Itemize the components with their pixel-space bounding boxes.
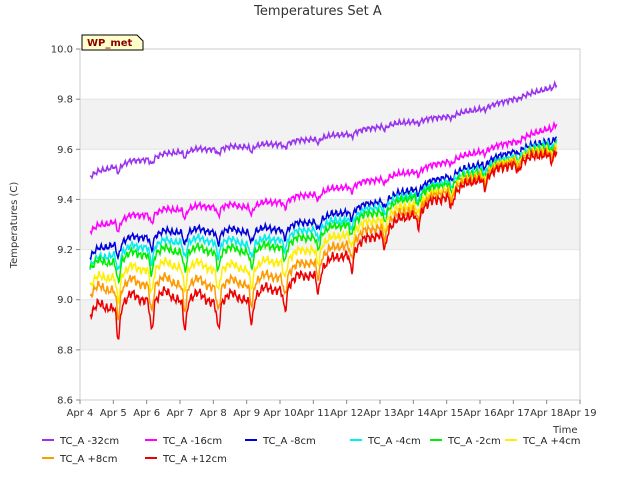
y-tick-label: 8.8 [57,345,73,356]
grid-band [80,99,580,150]
y-tick-label: 9.6 [57,145,73,156]
y-axis-label: Temperatures (C) [9,182,20,270]
x-tick-label: Apr 13 [363,408,396,419]
legend-label: TC_A -4cm [367,436,421,447]
grid-bands [80,98,580,401]
y-tick-label: 9.8 [57,95,73,106]
x-tick-label: Apr 17 [497,408,530,419]
chart-title: Temperatures Set A [253,4,382,19]
x-axis-label: Time [552,425,577,436]
x-tick-label: Apr 8 [200,408,227,419]
y-tick-label: 8.6 [57,396,73,407]
legend: TC_A -32cm TC_A -16cm TC_A -8cm TC_A -4cm TC… [42,436,581,465]
grid-band [80,299,580,350]
site-label-shape [81,34,144,51]
plot-frame [79,48,581,401]
series-line [89,136,557,262]
y-tick-label: 9.0 [57,295,73,306]
site-label-box: WP_met [81,34,144,51]
x-tick-label: Apr 19 [563,408,596,419]
x-tick-label: Apr 12 [330,408,363,419]
legend-label: TC_A -32cm [59,436,119,447]
legend-label: TC_A -2cm [447,436,501,447]
x-tick-label: Apr 15 [430,408,463,419]
series-line [89,79,558,180]
x-tick-label: Apr 14 [397,408,430,419]
x-tick-label: Apr 9 [233,408,260,419]
series-line [89,147,558,340]
legend-label: TC_A +12cm [162,454,227,465]
y-tick-label: 9.2 [57,245,73,256]
x-axis: Apr 4 Apr 5 Apr 6 Apr 7 Apr 8 Apr 9 Apr 10 Apr … [67,400,597,419]
legend-label: TC_A +8cm [59,454,118,465]
y-axis: 8.6 8.8 9.0 9.2 9.4 9.6 9.8 10.0 [51,45,80,407]
legend-label: TC_A -16cm [162,436,222,447]
series-line [89,120,558,236]
x-tick-label: Apr 10 [263,408,296,419]
x-tick-label: Apr 5 [100,408,127,419]
legend-label: TC_A +4cm [522,436,581,447]
x-tick-label: Apr 7 [167,408,194,419]
legend-label: TC_A -8cm [262,436,316,447]
y-tick-label: 9.4 [57,195,73,206]
x-tick-label: Apr 6 [133,408,160,419]
x-tick-label: Apr 11 [297,408,330,419]
x-tick-label: Apr 16 [463,408,496,419]
site-label: WP_met [87,38,133,49]
plot-area [89,79,558,340]
y-tick-label: 10.0 [51,45,73,56]
x-tick-label: Apr 18 [530,408,563,419]
x-tick-label: Apr 4 [67,408,94,419]
